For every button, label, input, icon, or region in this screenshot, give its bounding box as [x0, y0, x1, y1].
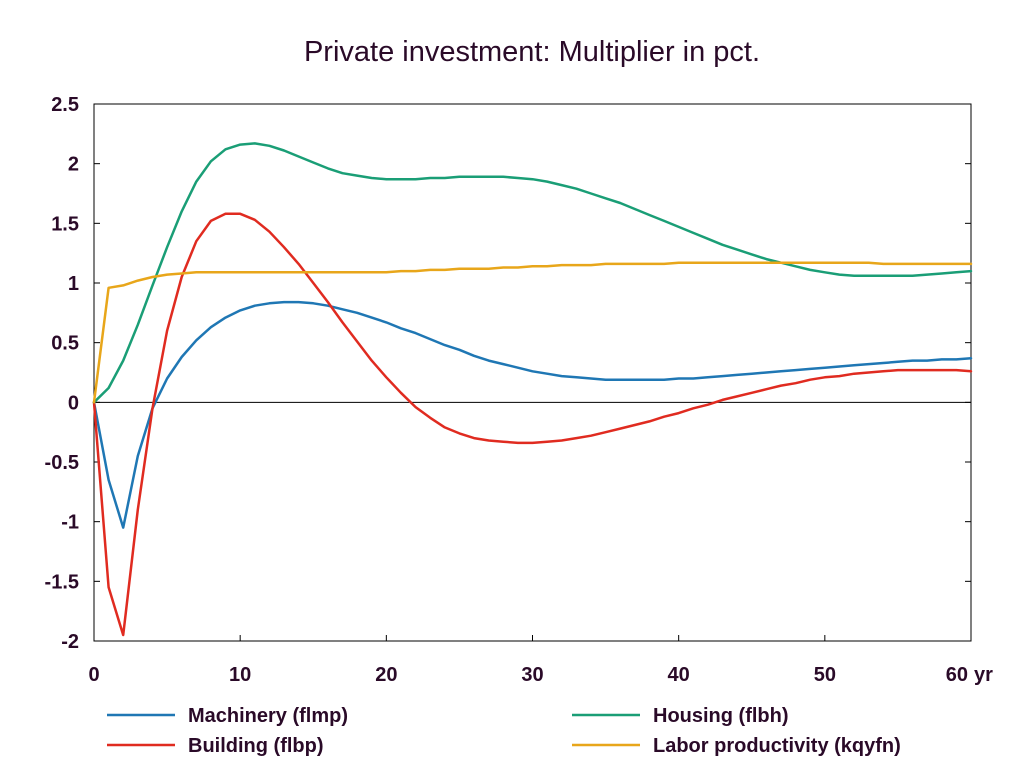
y-tick-label: 0: [68, 392, 79, 414]
y-tick-label: -1: [61, 512, 79, 534]
y-tick-label: 1: [68, 273, 79, 295]
series-line-3: [92, 261, 973, 404]
x-tick-label: 10: [229, 664, 251, 686]
x-tick-label: 30: [521, 664, 543, 686]
chart-title: Private investment: Multiplier in pct.: [304, 36, 760, 68]
y-tick-label: 0.5: [51, 333, 79, 355]
y-tick-label: -2: [61, 631, 79, 653]
x-tick-label: 50: [814, 664, 836, 686]
x-tick-label: 40: [668, 664, 690, 686]
y-tick-label: -0.5: [45, 452, 79, 474]
y-tick-label: 1.5: [51, 213, 79, 235]
legend-label-3: Labor productivity (kqyfn): [653, 735, 901, 757]
series-line-0: [92, 300, 973, 529]
y-tick-label: 2: [68, 154, 79, 176]
series-line-2: [92, 142, 973, 404]
x-tick-label: 20: [375, 664, 397, 686]
legend-label-2: Housing (flbh): [653, 705, 789, 727]
series-line-1: [92, 212, 973, 637]
y-tick-label: -1.5: [45, 571, 79, 593]
legend-label-0: Machinery (flmp): [188, 705, 348, 727]
y-tick-label: 2.5: [51, 94, 79, 116]
x-tick-label: 60: [946, 664, 968, 686]
legend-label-1: Building (flbp): [188, 735, 324, 757]
x-unit-label: yr: [974, 664, 993, 686]
x-tick-label: 0: [88, 664, 99, 686]
